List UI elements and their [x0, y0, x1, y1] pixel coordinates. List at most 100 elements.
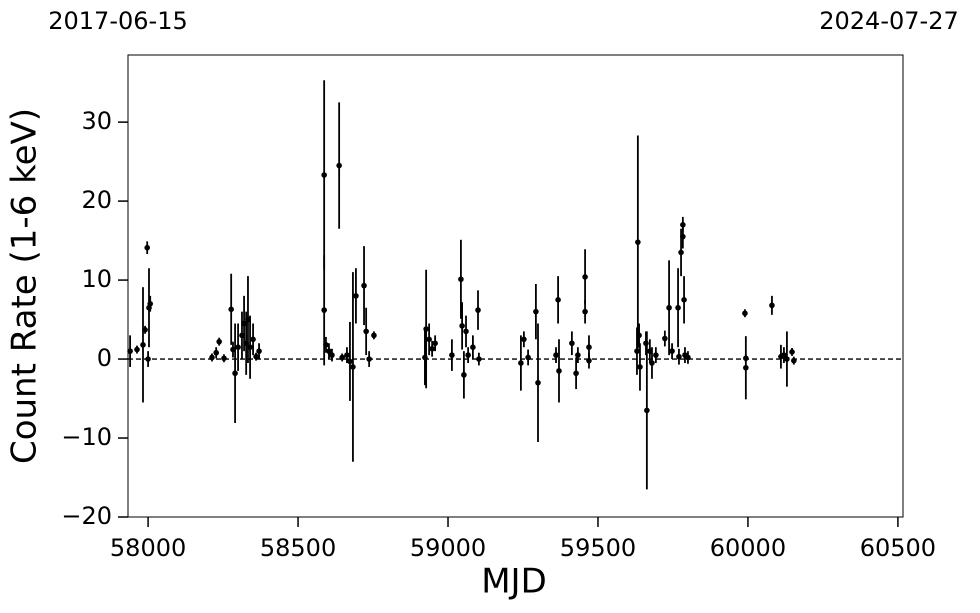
data-point: [432, 340, 438, 347]
x-tick-label: 60500: [860, 534, 936, 562]
data-point: [555, 297, 561, 303]
data-point: [216, 338, 222, 345]
data-point: [653, 352, 659, 358]
data-point: [582, 274, 588, 280]
data-point: [635, 239, 641, 245]
data-point: [678, 249, 684, 256]
data-point: [461, 372, 467, 378]
data-point: [676, 353, 682, 360]
data-point: [634, 348, 640, 354]
data-point: [363, 328, 369, 335]
data-point: [637, 364, 643, 370]
data-point: [465, 352, 471, 358]
data-point: [586, 344, 592, 351]
data-point: [669, 348, 675, 354]
data-point: [344, 352, 350, 358]
top-label: 2024-07-27: [819, 7, 958, 35]
data-point: [350, 364, 356, 370]
plot-frame: [127, 54, 904, 518]
data-point: [426, 336, 432, 343]
data-point: [361, 282, 367, 289]
data-point: [575, 352, 581, 358]
data-point: [371, 332, 377, 339]
y-tick-label: 30: [81, 107, 112, 135]
data-point: [518, 360, 524, 366]
data-point: [449, 352, 455, 358]
data-point: [250, 336, 256, 343]
data-point: [329, 352, 335, 358]
x-tick-label: 58500: [260, 534, 336, 562]
data-point: [228, 306, 234, 313]
x-tick-label: 59000: [410, 534, 486, 562]
data-point: [209, 354, 215, 361]
data-point: [586, 357, 592, 364]
data-point: [144, 244, 150, 251]
data-point: [636, 332, 642, 339]
data-point: [685, 354, 691, 361]
data-point: [533, 308, 539, 315]
data-point: [556, 368, 562, 374]
data-point: [781, 352, 787, 358]
data-point: [789, 349, 795, 355]
data-point: [140, 342, 146, 348]
x-tick-label: 59500: [560, 534, 636, 562]
data-point: [475, 307, 481, 313]
data-point: [247, 344, 253, 351]
data-point: [147, 300, 153, 307]
data-point: [423, 326, 429, 332]
data-point: [463, 328, 469, 335]
data-point: [336, 162, 342, 169]
data-point: [142, 327, 148, 333]
data-point: [649, 360, 655, 366]
data-point: [681, 297, 687, 303]
data-point: [321, 307, 327, 313]
data-point: [476, 356, 482, 362]
data-point: [791, 357, 797, 364]
data-point: [253, 353, 259, 360]
data-point: [743, 355, 749, 362]
data-point: [680, 233, 686, 240]
data-point: [521, 336, 527, 343]
data-point: [339, 354, 345, 361]
data-point: [459, 323, 465, 329]
data-point: [232, 370, 238, 377]
data-point: [784, 356, 790, 362]
data-point: [582, 308, 588, 315]
data-point: [321, 172, 327, 178]
data-point: [525, 354, 531, 361]
data-point: [221, 355, 227, 362]
data-point: [323, 342, 329, 348]
data-point: [127, 348, 133, 354]
data-point: [470, 344, 476, 351]
top-label: 2017-06-15: [48, 7, 187, 35]
data-point: [235, 344, 241, 351]
data-point: [353, 293, 359, 299]
x-tick-label: 60000: [710, 534, 786, 562]
data-point: [644, 407, 650, 414]
y-tick-label: −10: [61, 423, 112, 451]
y-tick-label: 20: [81, 186, 112, 214]
data-point: [366, 356, 372, 362]
data-point: [145, 356, 151, 362]
y-tick-label: 0: [97, 344, 112, 372]
data-point: [134, 346, 140, 353]
x-tick-label: 58000: [110, 534, 186, 562]
x-axis-label: MJD: [481, 562, 547, 602]
data-point: [573, 370, 579, 377]
data-point: [213, 349, 219, 356]
data-point: [458, 276, 464, 283]
y-tick-label: 10: [81, 265, 112, 293]
data-point: [553, 352, 559, 358]
data-point: [666, 304, 672, 311]
data-point: [535, 379, 541, 386]
data-point: [769, 302, 775, 309]
data-point: [662, 335, 668, 342]
data-point: [429, 345, 435, 352]
data-point: [675, 304, 681, 311]
data-point: [569, 340, 575, 347]
y-axis-label: Count Rate (1-6 keV): [5, 108, 45, 464]
data-point: [256, 348, 262, 354]
y-tick-label: −20: [61, 502, 112, 530]
data-point: [743, 364, 749, 371]
